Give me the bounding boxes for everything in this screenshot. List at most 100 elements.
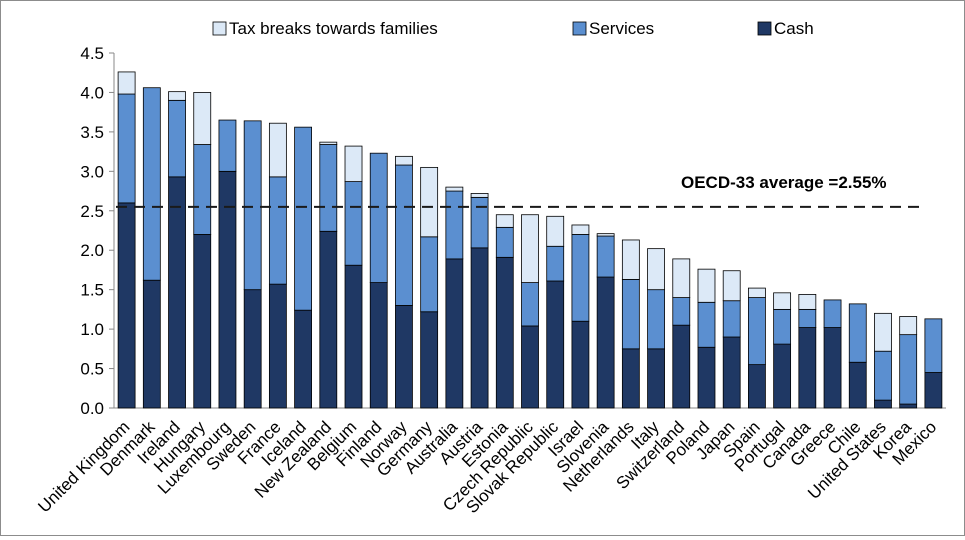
legend-item-services: Services [572, 19, 654, 38]
bar-segment-tax-breaks-towards-families [798, 293, 817, 310]
bar-segment-tax-breaks-towards-families [420, 166, 439, 238]
bar-segment-services [344, 181, 363, 266]
bar-segment-services [697, 301, 716, 348]
bar-segment-cash [596, 276, 615, 409]
bar-segment-cash [647, 348, 665, 409]
bar-segment-tax-breaks-towards-families [445, 186, 464, 192]
legend-label: Cash [774, 19, 814, 38]
bar-segment-tax-breaks-towards-families [748, 287, 766, 298]
bar-segment-cash [470, 247, 489, 409]
bar-segment-services [571, 234, 590, 322]
bar-segment-services [924, 318, 943, 373]
x-axis-labels: United KingdomDenmarkIrelandHungaryLuxem… [34, 417, 940, 517]
y-tick-label: 4.0 [80, 83, 104, 102]
bar-segment-services [243, 120, 262, 291]
reference-line-label: OECD-33 average =2.55% [681, 173, 887, 192]
bar-segment-tax-breaks-towards-families [470, 193, 489, 198]
legend-item-tax-breaks-towards-families: Tax breaks towards families [212, 19, 438, 38]
y-tick-label: 2.0 [80, 241, 104, 260]
y-tick-label: 2.5 [80, 202, 104, 221]
bar-segment-services [495, 226, 514, 258]
legend-swatch [212, 21, 227, 36]
y-tick-label: 3.5 [80, 123, 104, 142]
legend-label: Services [589, 19, 654, 38]
bar-segment-tax-breaks-towards-families [168, 91, 186, 101]
bar-segment-cash [369, 282, 388, 409]
legend-swatch [572, 21, 587, 36]
bar-segment-cash [874, 399, 892, 409]
bar-segment-tax-breaks-towards-families [495, 214, 514, 228]
bar-segment-cash [445, 258, 464, 409]
bar-segment-cash [193, 234, 212, 409]
bar-segment-tax-breaks-towards-families [117, 71, 136, 95]
bar-segment-cash [899, 403, 918, 409]
bar-segment-tax-breaks-towards-families [344, 145, 363, 182]
bar-segment-cash [621, 348, 640, 409]
bar-segment-cash [773, 343, 792, 409]
bar-segment-services [874, 350, 892, 401]
bar-segment-services [899, 334, 918, 405]
bar-segment-services [546, 245, 565, 282]
bar-segment-cash [243, 289, 262, 409]
bar-segment-services [748, 297, 766, 366]
legend-swatch [757, 21, 772, 36]
bar-segment-services [798, 308, 817, 328]
bar-segment-services [773, 308, 792, 345]
y-tick-label: 0.5 [80, 360, 104, 379]
bar-segment-cash [268, 283, 287, 409]
y-tick-label: 3.0 [80, 162, 104, 181]
bar-segment-services [142, 87, 161, 281]
bar-segment-services [117, 93, 136, 204]
bar-segment-cash [571, 320, 590, 409]
bar-segment-cash [495, 256, 514, 409]
bar-segment-services [420, 236, 439, 313]
legend-label: Tax breaks towards families [229, 19, 438, 38]
bar-segment-services [369, 152, 388, 283]
bar-segment-tax-breaks-towards-families [621, 239, 640, 280]
bar-segment-tax-breaks-towards-families [899, 316, 918, 336]
bar-segment-tax-breaks-towards-families [268, 122, 287, 178]
bar-segment-tax-breaks-towards-families [395, 155, 413, 166]
bar-segment-services [445, 190, 464, 260]
reference-line-group: OECD-33 average =2.55% [116, 173, 919, 208]
bar-segment-cash [546, 280, 565, 409]
bar-segment-tax-breaks-towards-families [697, 268, 716, 303]
bar-segment-cash [672, 324, 691, 409]
bar-segment-cash [748, 364, 766, 409]
bar-segment-services [621, 279, 640, 350]
bar-segment-services [268, 176, 287, 285]
bar-segment-services [848, 303, 867, 363]
bar-segment-cash [344, 264, 363, 409]
y-tick-label: 1.5 [80, 281, 104, 300]
bar-segment-cash [521, 325, 539, 409]
bar-segment-tax-breaks-towards-families [546, 215, 565, 247]
bar-segment-cash [722, 336, 741, 409]
bar-segment-services [521, 282, 539, 327]
bar-segment-tax-breaks-towards-families [773, 292, 792, 310]
bar-segment-services [294, 126, 312, 311]
bar-segment-services [168, 99, 186, 178]
bar-segment-services [647, 289, 665, 350]
legend-item-cash: Cash [757, 19, 814, 38]
bars [117, 71, 943, 409]
bar-segment-services [319, 144, 338, 232]
bar-segment-tax-breaks-towards-families [319, 141, 338, 145]
bar-segment-tax-breaks-towards-families [647, 248, 665, 291]
bar-segment-cash [420, 311, 439, 409]
y-tick-label: 0.0 [80, 399, 104, 418]
bar-segment-services [193, 144, 212, 235]
bar-segment-cash [168, 176, 186, 409]
y-axis: 0.0 0.5 1.0 1.5 2.0 2.5 3.0 3.5 4.0 4.5 [80, 44, 946, 418]
bar-segment-cash [117, 202, 136, 409]
bar-segment-tax-breaks-towards-families [874, 312, 892, 352]
bar-segment-cash [395, 305, 413, 409]
bar-segment-services [395, 164, 413, 306]
bar-segment-services [722, 300, 741, 338]
bar-segment-tax-breaks-towards-families [193, 92, 212, 145]
bar-segment-tax-breaks-towards-families [596, 233, 615, 237]
bar-segment-tax-breaks-towards-families [521, 214, 539, 283]
bar-segment-services [672, 297, 691, 326]
bar-segment-cash [823, 327, 842, 409]
bar-segment-cash [798, 327, 817, 409]
